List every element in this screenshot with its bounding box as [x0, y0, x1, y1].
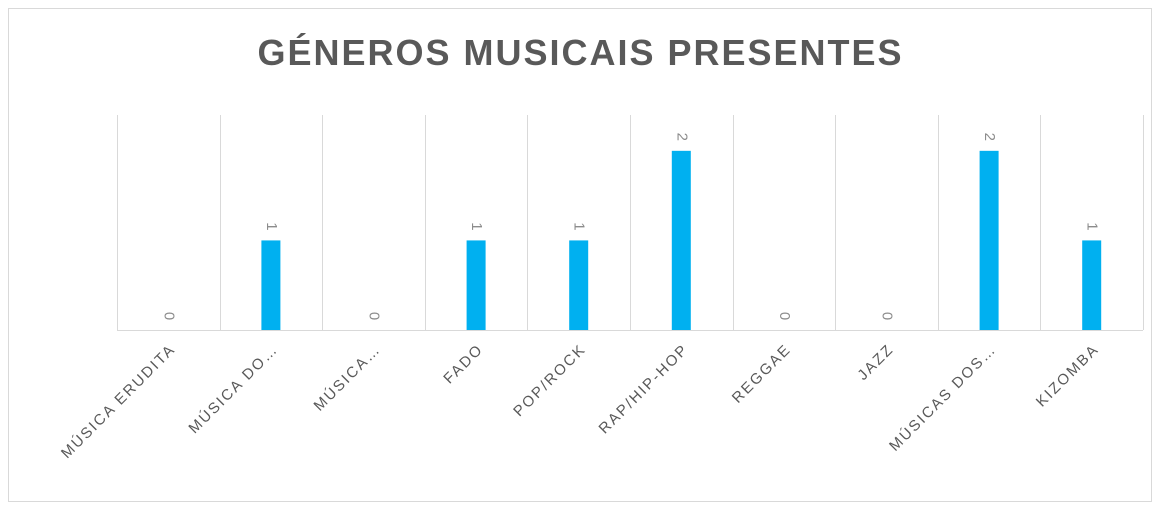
data-labels: 0 1 0 1 1 2 0 0 2 1	[160, 133, 1100, 321]
category-label: JAZZ	[854, 341, 897, 384]
chart-title: GÉNEROS MUSICAIS PRESENTES	[257, 32, 904, 73]
data-label: 2	[673, 133, 690, 141]
category-label: MÚSICA ERUDITA	[58, 341, 179, 462]
data-label: 0	[776, 312, 793, 320]
category-label: MÚSICA DO…	[185, 341, 281, 437]
data-label: 1	[1084, 222, 1101, 230]
data-label: 1	[571, 222, 588, 230]
bar	[466, 240, 486, 330]
data-label: 1	[263, 222, 280, 230]
bar	[671, 150, 691, 330]
category-label: FADO	[440, 341, 487, 388]
category-label: MÚSICAS DOS…	[886, 341, 1000, 455]
category-label: KIZOMBA	[1033, 341, 1103, 411]
bar	[1082, 240, 1102, 330]
bar	[569, 240, 589, 330]
grid-lines	[117, 115, 1144, 331]
data-label: 2	[981, 133, 998, 141]
category-axis-labels: MÚSICA ERUDITA MÚSICA DO… MÚSICA… FADO POP/R…	[58, 341, 1103, 462]
category-label: RAP/HIP-HOP	[596, 341, 693, 438]
bar	[979, 150, 999, 330]
data-label: 0	[366, 312, 383, 320]
data-label: 0	[879, 312, 896, 320]
category-label: REGGAE	[729, 341, 795, 407]
data-label: 0	[160, 312, 177, 320]
data-label: 1	[468, 222, 485, 230]
category-label: MÚSICA…	[311, 341, 385, 415]
bars	[261, 150, 1102, 330]
bar	[261, 240, 281, 330]
category-label: POP/ROCK	[510, 341, 589, 420]
